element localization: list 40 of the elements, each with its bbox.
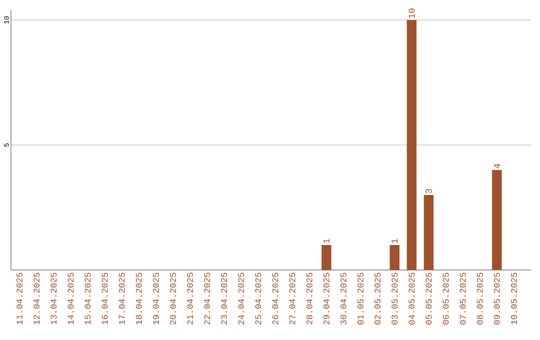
- x-tick-label: 11.04.2025: [16, 272, 23, 324]
- x-tick-label: 04.05.2025: [408, 272, 415, 324]
- x-tick-label: 27.04.2025: [289, 272, 296, 324]
- x-tick-label: 01.05.2025: [358, 272, 364, 324]
- x-tick-label: 13.04.2025: [50, 272, 57, 324]
- x-tick-label: 25.04.2025: [255, 272, 262, 324]
- bar: [406, 20, 417, 270]
- x-tick-label: 10.05.2025: [510, 272, 517, 324]
- x-tick-label: 14.04.2025: [68, 272, 74, 324]
- data-label: 1: [323, 238, 330, 244]
- x-tick-label: 23.04.2025: [221, 272, 228, 324]
- x-tick-label: 08.05.2025: [476, 272, 483, 324]
- x-tick-label: 07.05.2025: [460, 272, 466, 324]
- bar: [492, 170, 502, 270]
- data-label: 3: [426, 188, 432, 194]
- x-tick-label: 16.04.2025: [102, 272, 108, 324]
- x-tick-label: 05.05.2025: [426, 272, 432, 324]
- x-tick-label: 15.04.2025: [84, 272, 91, 324]
- data-label: 4: [494, 164, 500, 168]
- x-tick-label: 09.05.2025: [494, 272, 500, 324]
- x-tick-label: 28.04.2025: [306, 272, 312, 324]
- x-tick-label: 12.04.2025: [34, 272, 40, 324]
- x-tick-label: 03.05.2025: [392, 272, 398, 324]
- x-tick-label: 17.04.2025: [118, 272, 125, 324]
- bar: [424, 195, 434, 270]
- x-tick-label: 21.04.2025: [187, 272, 193, 324]
- data-label: 1: [392, 238, 398, 244]
- x-tick-label: 29.04.2025: [323, 272, 330, 324]
- bar: [322, 245, 332, 270]
- x-tick-label: 06.05.2025: [442, 272, 449, 324]
- x-tick-label: 20.04.2025: [170, 272, 176, 324]
- data-label: 10: [408, 8, 415, 18]
- x-tick-label: 19.04.2025: [152, 272, 159, 324]
- x-tick-label: 22.04.2025: [204, 272, 210, 324]
- bar: [390, 245, 400, 270]
- x-tick-label: 24.04.2025: [238, 272, 244, 324]
- x-tick-label: 26.04.2025: [272, 272, 278, 324]
- x-tick-label: 30.04.2025: [340, 272, 346, 324]
- x-tick-label: 02.05.2025: [374, 272, 381, 324]
- x-tick-label: 18.04.2025: [136, 272, 142, 324]
